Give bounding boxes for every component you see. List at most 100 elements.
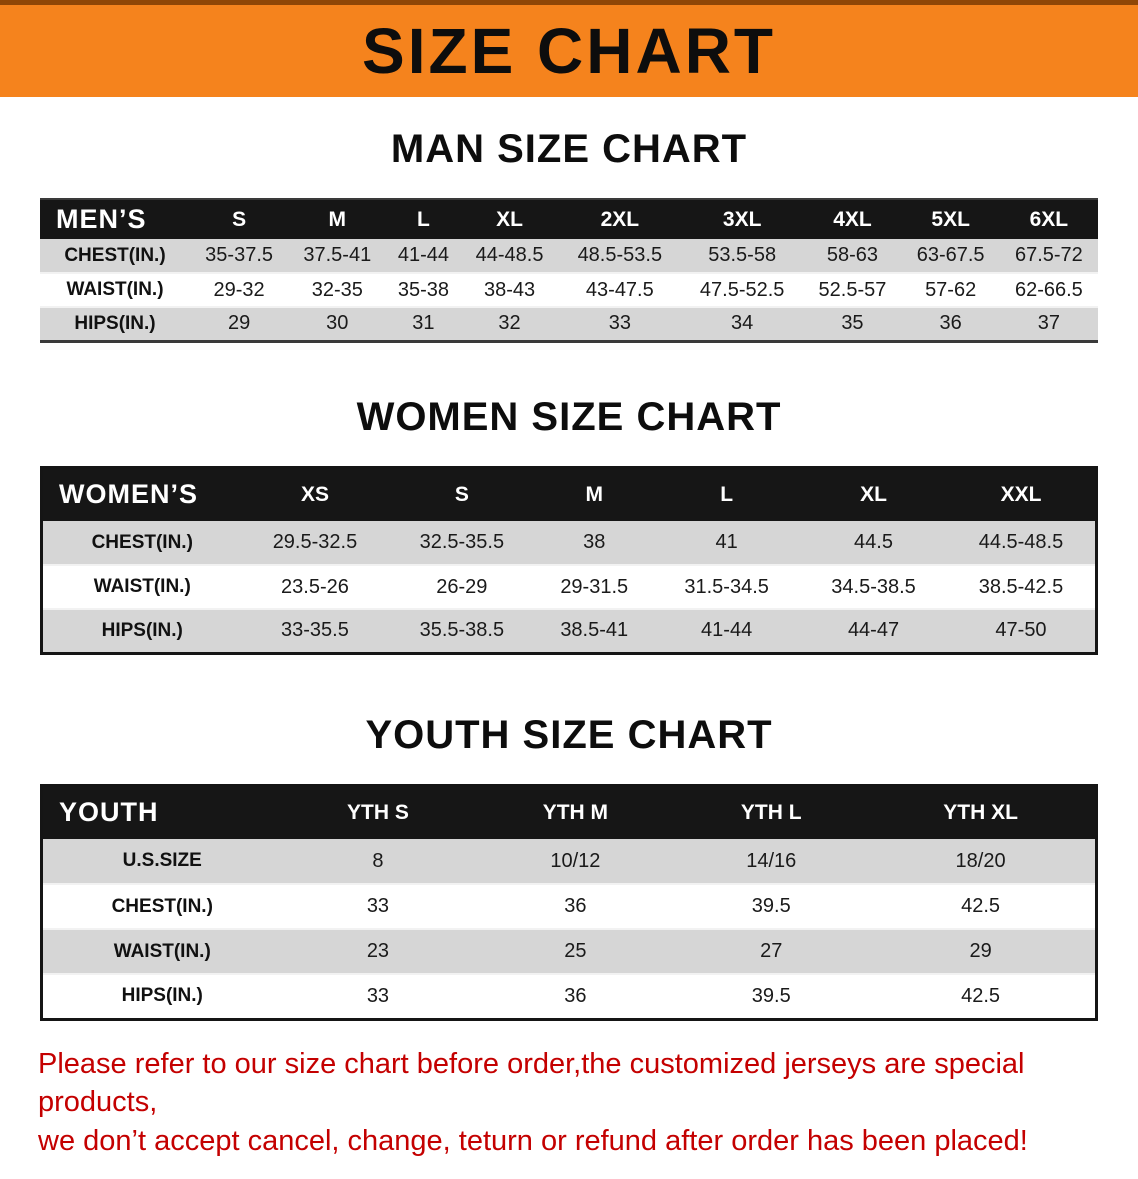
- row-label-cell: HIPS(IN.): [42, 974, 282, 1019]
- measurement-cell: 27: [676, 929, 866, 974]
- measurement-cell: 38: [535, 521, 653, 565]
- measurement-cell: 8: [282, 839, 475, 884]
- measurement-cell: 53.5-58: [681, 239, 803, 273]
- measurement-cell: 58-63: [803, 239, 901, 273]
- measurement-cell: 31.5-34.5: [653, 565, 800, 609]
- measurement-cell: 32.5-35.5: [388, 521, 535, 565]
- measurement-cell: 38.5-41: [535, 609, 653, 653]
- measurement-cell: 44.5: [800, 521, 947, 565]
- size-header-cell: L: [653, 467, 800, 521]
- measurement-cell: 33: [559, 307, 681, 341]
- disclaimer-line-1: Please refer to our size chart before or…: [38, 1045, 1100, 1123]
- measurement-cell: 18/20: [866, 839, 1096, 884]
- size-header-cell: XL: [800, 467, 947, 521]
- measurement-cell: 33: [282, 974, 475, 1019]
- row-label-cell: WAIST(IN.): [42, 929, 282, 974]
- size-header-cell: 6XL: [1000, 199, 1098, 239]
- size-header-cell: XXL: [947, 467, 1097, 521]
- measurement-cell: 14/16: [676, 839, 866, 884]
- youth-section-heading: YOUTH SIZE CHART: [0, 713, 1138, 758]
- size-header-cell: L: [386, 199, 460, 239]
- size-header-cell: YTH M: [474, 785, 676, 839]
- measurement-cell: 32-35: [288, 273, 386, 307]
- size-header-cell: YTH L: [676, 785, 866, 839]
- measurement-cell: 41-44: [653, 609, 800, 653]
- size-header-cell: YTH S: [282, 785, 475, 839]
- row-label-cell: CHEST(IN.): [42, 884, 282, 929]
- measurement-cell: 36: [902, 307, 1000, 341]
- measurement-cell: 47.5-52.5: [681, 273, 803, 307]
- row-label-cell: HIPS(IN.): [40, 307, 190, 341]
- measurement-cell: 63-67.5: [902, 239, 1000, 273]
- row-label-cell: CHEST(IN.): [42, 521, 242, 565]
- measurement-cell: 29: [866, 929, 1096, 974]
- row-label-cell: WAIST(IN.): [40, 273, 190, 307]
- measurement-cell: 35: [803, 307, 901, 341]
- measurement-cell: 38-43: [460, 273, 558, 307]
- measurement-cell: 44-47: [800, 609, 947, 653]
- measurement-cell: 48.5-53.5: [559, 239, 681, 273]
- measurement-cell: 36: [474, 974, 676, 1019]
- measurement-cell: 47-50: [947, 609, 1097, 653]
- size-header-cell: S: [190, 199, 288, 239]
- size-header-cell: M: [535, 467, 653, 521]
- size-header-cell: S: [388, 467, 535, 521]
- measurement-cell: 52.5-57: [803, 273, 901, 307]
- measurement-cell: 34: [681, 307, 803, 341]
- size-header-cell: 4XL: [803, 199, 901, 239]
- measurement-cell: 42.5: [866, 884, 1096, 929]
- disclaimer-line-2: we don’t accept cancel, change, teturn o…: [38, 1122, 1100, 1161]
- measurement-cell: 39.5: [676, 974, 866, 1019]
- measurement-cell: 37.5-41: [288, 239, 386, 273]
- row-label-cell: CHEST(IN.): [40, 239, 190, 273]
- row-label-cell: U.S.SIZE: [42, 839, 282, 884]
- measurement-cell: 57-62: [902, 273, 1000, 307]
- measurement-cell: 30: [288, 307, 386, 341]
- measurement-cell: 37: [1000, 307, 1098, 341]
- measurement-cell: 31: [386, 307, 460, 341]
- measurement-cell: 10/12: [474, 839, 676, 884]
- measurement-cell: 33: [282, 884, 475, 929]
- size-header-cell: YTH XL: [866, 785, 1096, 839]
- table-title-cell: WOMEN’S: [42, 467, 242, 521]
- size-header-cell: 2XL: [559, 199, 681, 239]
- men-section-heading: MAN SIZE CHART: [0, 127, 1138, 172]
- banner: SIZE CHART: [0, 0, 1138, 97]
- size-header-cell: 3XL: [681, 199, 803, 239]
- page-title: SIZE CHART: [362, 14, 776, 88]
- measurement-cell: 26-29: [388, 565, 535, 609]
- measurement-cell: 39.5: [676, 884, 866, 929]
- measurement-cell: 62-66.5: [1000, 273, 1098, 307]
- measurement-cell: 41: [653, 521, 800, 565]
- measurement-cell: 25: [474, 929, 676, 974]
- size-header-cell: M: [288, 199, 386, 239]
- measurement-cell: 44-48.5: [460, 239, 558, 273]
- measurement-cell: 34.5-38.5: [800, 565, 947, 609]
- measurement-cell: 38.5-42.5: [947, 565, 1097, 609]
- measurement-cell: 43-47.5: [559, 273, 681, 307]
- size-header-cell: XL: [460, 199, 558, 239]
- measurement-cell: 32: [460, 307, 558, 341]
- table-title-cell: MEN’S: [40, 199, 190, 239]
- measurement-cell: 29-32: [190, 273, 288, 307]
- row-label-cell: HIPS(IN.): [42, 609, 242, 653]
- measurement-cell: 29-31.5: [535, 565, 653, 609]
- measurement-cell: 33-35.5: [242, 609, 389, 653]
